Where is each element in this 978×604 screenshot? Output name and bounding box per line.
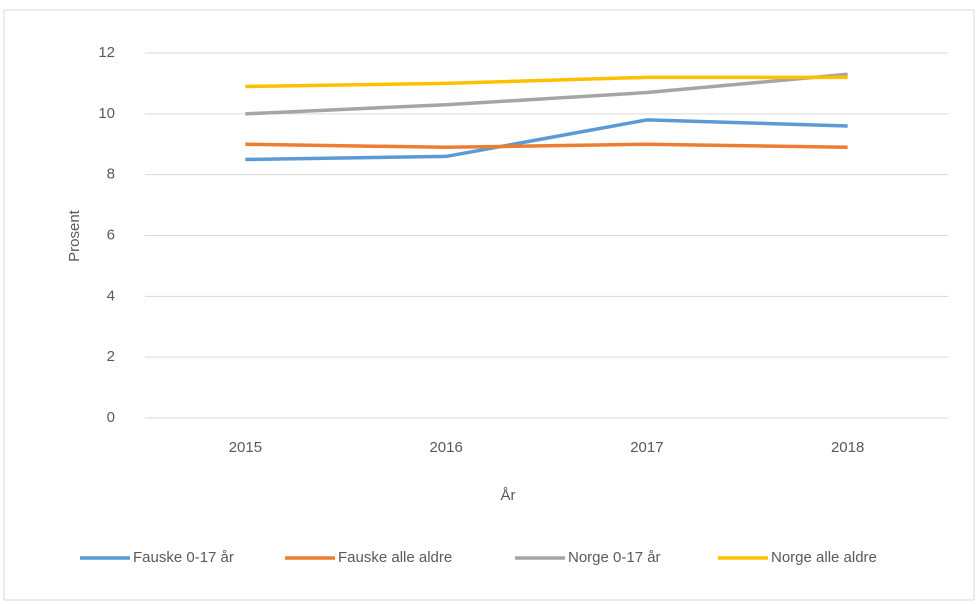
y-tick-label: 0: [107, 409, 115, 426]
series-line: [245, 75, 848, 89]
y-tick-label: 6: [107, 226, 115, 243]
chart-border: [3, 9, 975, 601]
legend-label: Fauske alle aldre: [338, 549, 452, 566]
series-line: [245, 118, 848, 162]
legend-label: Fauske 0-17 år: [133, 549, 234, 566]
x-tick-label: 2017: [630, 439, 663, 456]
legend-label: Norge alle aldre: [771, 549, 877, 566]
series-line: [245, 72, 848, 116]
x-tick-label: 2016: [429, 439, 462, 456]
x-axis-title: År: [501, 487, 516, 504]
y-tick-label: 12: [98, 44, 115, 61]
y-tick-label: 4: [107, 287, 115, 304]
series-line: [245, 142, 848, 150]
x-tick-label: 2018: [831, 439, 864, 456]
x-tick-label: 2015: [229, 439, 262, 456]
y-tick-label: 8: [107, 166, 115, 183]
y-axis-title: Prosent: [66, 209, 83, 262]
y-tick-label: 2: [107, 348, 115, 365]
legend-label: Norge 0-17 år: [568, 549, 661, 566]
y-tick-label: 10: [98, 105, 115, 122]
